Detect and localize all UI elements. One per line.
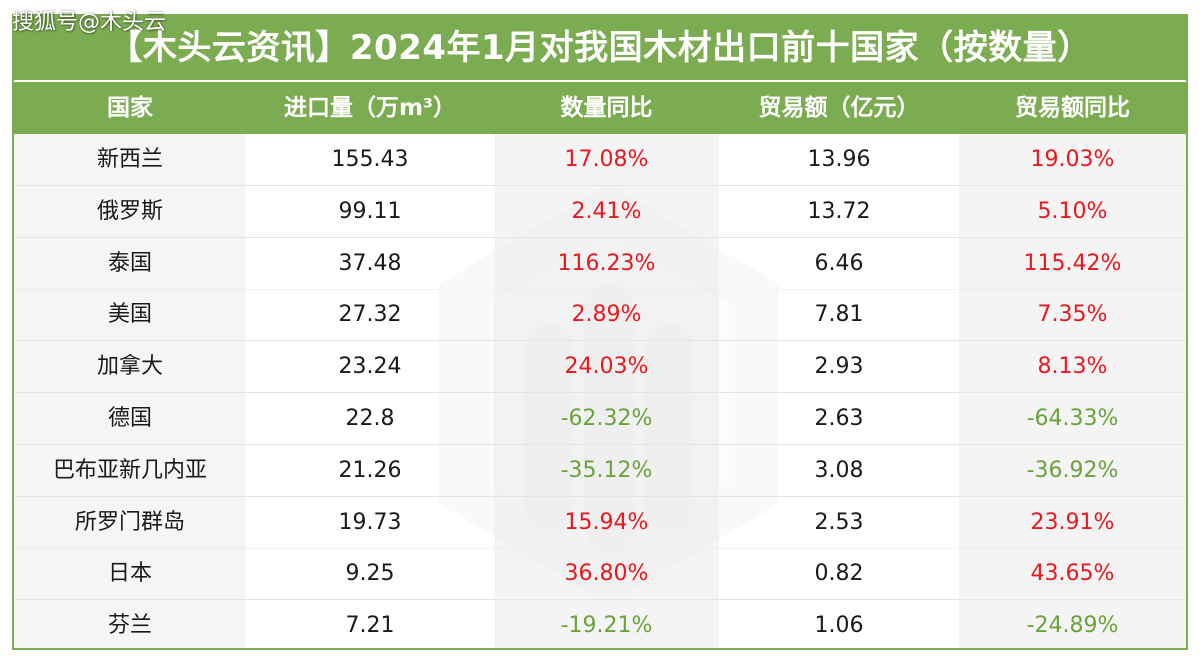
sohu-watermark: 搜狐号@木头云 [12,10,167,35]
trade-value-cell: 13.72 [719,185,959,238]
country-cell: 新西兰 [14,134,246,186]
volume-yoy-cell: 17.08% [494,134,719,186]
trade-value-cell: 7.81 [719,289,959,342]
volume-yoy-cell: -35.12% [494,444,719,497]
country-cell: 德国 [14,392,246,445]
table-row: 加拿大 23.24 24.03% 2.93 8.13% [14,341,1186,394]
country-cell: 日本 [14,548,246,601]
trade-value-cell: 6.46 [719,237,959,290]
volume-yoy-cell: 15.94% [494,496,719,549]
header-trade-yoy: 贸易额同比 [1015,95,1130,121]
trade-value-cell: 3.08 [719,444,959,497]
trade-value-cell: 1.06 [719,600,959,648]
table-row: 芬兰 7.21 -19.21% 1.06 -24.89% [14,600,1186,648]
volume-yoy-cell: 116.23% [494,237,719,290]
volume-cell: 9.25 [246,548,494,601]
trade-value-cell: 2.63 [719,392,959,445]
trade-value-cell: 2.53 [719,496,959,549]
header-volume: 进口量（万m³） [283,95,457,121]
trade-yoy-cell: 43.65% [959,548,1186,601]
country-cell: 芬兰 [14,600,246,648]
trade-value-cell: 0.82 [719,548,959,601]
trade-yoy-cell: -64.33% [959,392,1186,445]
country-cell: 巴布亚新几内亚 [14,444,246,497]
volume-cell: 19.73 [246,496,494,549]
table-body: 新西兰 155.43 17.08% 13.96 19.03% 俄罗斯 99.11 2.41% 1… [14,134,1186,648]
header-country: 国家 [107,95,153,121]
trade-yoy-cell: 115.42% [959,237,1186,290]
volume-cell: 155.43 [246,134,494,186]
table-row: 新西兰 155.43 17.08% 13.96 19.03% [14,134,1186,186]
country-cell: 俄罗斯 [14,185,246,238]
volume-yoy-cell: -19.21% [494,600,719,648]
trade-yoy-cell: 5.10% [959,185,1186,238]
volume-yoy-cell: 24.03% [494,341,719,394]
header-row: 国家 进口量（万m³） 数量同比 贸易额（亿元） 贸易额同比 [14,80,1186,134]
table-row: 泰国 37.48 116.23% 6.46 115.42% [14,237,1186,290]
country-cell: 加拿大 [14,341,246,394]
volume-cell: 7.21 [246,600,494,648]
trade-yoy-cell: 19.03% [959,134,1186,186]
trade-yoy-cell: 23.91% [959,496,1186,549]
table-row: 巴布亚新几内亚 21.26 -35.12% 3.08 -36.92% [14,444,1186,497]
volume-yoy-cell: 36.80% [494,548,719,601]
table-row: 俄罗斯 99.11 2.41% 13.72 5.10% [14,185,1186,238]
trade-yoy-cell: 7.35% [959,289,1186,342]
country-cell: 泰国 [14,237,246,290]
volume-cell: 21.26 [246,444,494,497]
table-row: 所罗门群岛 19.73 15.94% 2.53 23.91% [14,496,1186,549]
volume-cell: 23.24 [246,341,494,394]
table-title: 【木头云资讯】2024年1月对我国木材出口前十国家（按数量） [14,16,1186,80]
volume-cell: 22.8 [246,392,494,445]
volume-cell: 99.11 [246,185,494,238]
volume-cell: 37.48 [246,237,494,290]
volume-cell: 27.32 [246,289,494,342]
header-trade-value: 贸易额（亿元） [758,95,920,121]
trade-value-cell: 2.93 [719,341,959,394]
trade-yoy-cell: -24.89% [959,600,1186,648]
country-cell: 美国 [14,289,246,342]
country-cell: 所罗门群岛 [14,496,246,549]
table-frame: 【木头云资讯】2024年1月对我国木材出口前十国家（按数量） 国家 进口量（万m… [12,14,1188,650]
volume-yoy-cell: 2.89% [494,289,719,342]
trade-yoy-cell: -36.92% [959,444,1186,497]
table-row: 美国 27.32 2.89% 7.81 7.35% [14,289,1186,342]
table-row: 日本 9.25 36.80% 0.82 43.65% [14,548,1186,601]
volume-yoy-cell: 2.41% [494,185,719,238]
trade-value-cell: 13.96 [719,134,959,186]
header-volume-yoy: 数量同比 [560,95,653,121]
volume-yoy-cell: -62.32% [494,392,719,445]
table-row: 德国 22.8 -62.32% 2.63 -64.33% [14,392,1186,445]
trade-yoy-cell: 8.13% [959,341,1186,394]
